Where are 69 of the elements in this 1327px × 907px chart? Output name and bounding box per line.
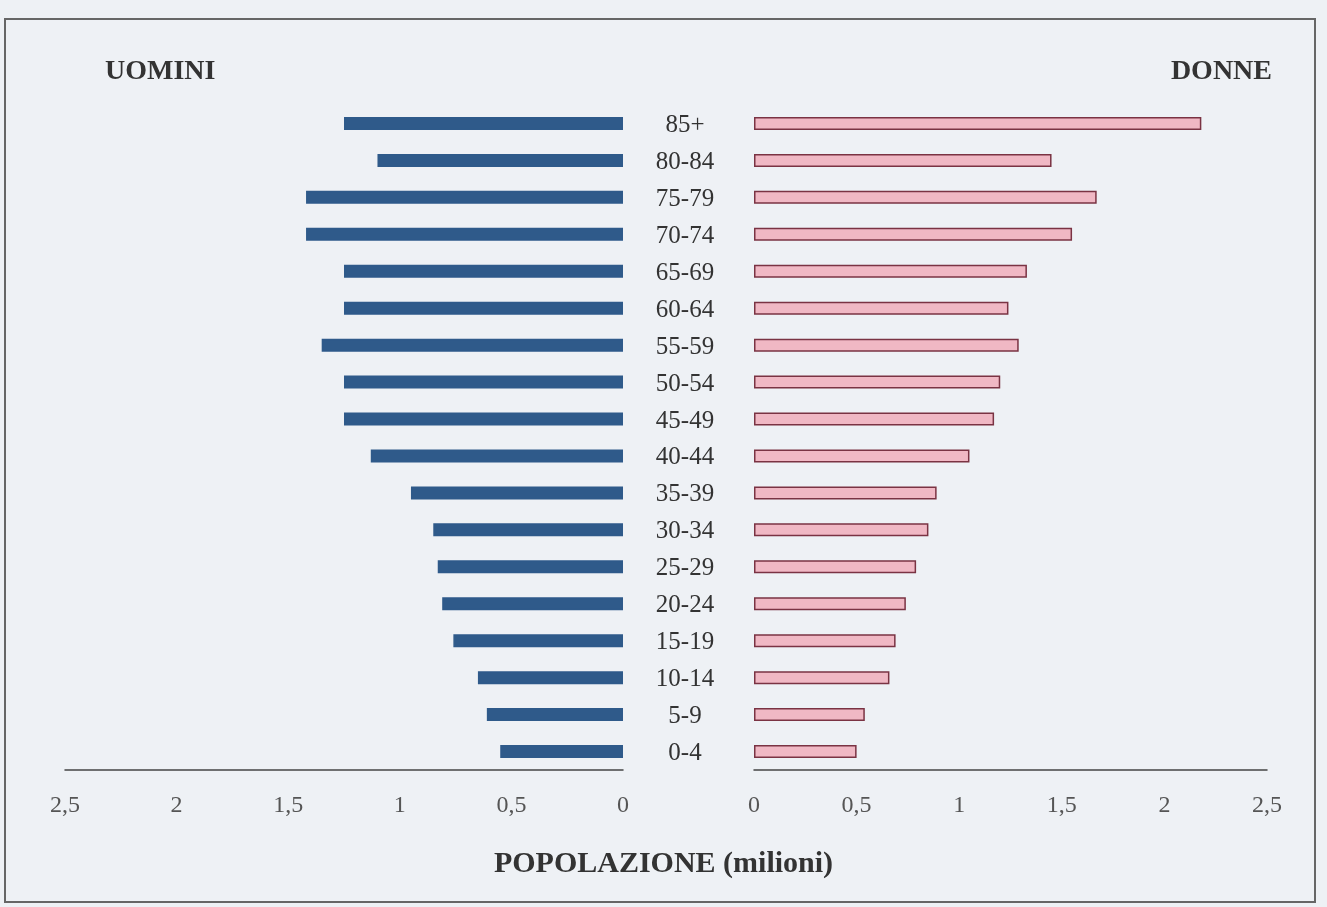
bar xyxy=(500,745,623,759)
bar xyxy=(754,597,906,611)
bar xyxy=(344,264,623,278)
y-tick-label: 85+ xyxy=(665,109,705,137)
bar xyxy=(377,153,623,167)
bar xyxy=(344,116,623,130)
bar xyxy=(754,449,970,463)
y-tick-label: 60-64 xyxy=(655,294,715,322)
bar xyxy=(754,671,890,685)
bar xyxy=(370,449,623,463)
bar xyxy=(754,745,857,759)
bar xyxy=(754,190,1097,204)
bar xyxy=(344,301,623,315)
bar xyxy=(754,301,1009,315)
y-tick-label: 15-19 xyxy=(655,627,715,655)
bar xyxy=(754,523,929,537)
x-tick-label: 1 xyxy=(393,791,406,817)
bar xyxy=(437,560,623,574)
bar xyxy=(410,486,623,500)
bar xyxy=(477,671,623,685)
y-tick-label: 70-74 xyxy=(655,220,715,248)
bar xyxy=(754,264,1027,278)
bar xyxy=(344,412,623,426)
x-tick-label: 2,5 xyxy=(50,791,80,817)
bar xyxy=(754,560,917,574)
x-tick-label: 0 xyxy=(748,791,760,817)
y-tick-label: 20-24 xyxy=(655,590,715,618)
y-tick-label: 50-54 xyxy=(655,368,715,396)
bar xyxy=(453,634,623,648)
x-tick-label: 1,5 xyxy=(1046,791,1077,817)
bar xyxy=(306,227,623,241)
bar xyxy=(442,597,623,611)
y-tick-label: 0-4 xyxy=(668,738,703,766)
x-tick-label: 1,5 xyxy=(273,791,304,817)
y-tick-label: 55-59 xyxy=(655,331,715,359)
y-tick-label: 30-34 xyxy=(655,516,715,544)
bar xyxy=(486,708,623,722)
bar xyxy=(433,523,623,537)
bar xyxy=(754,153,1052,167)
bar xyxy=(306,190,623,204)
x-tick-label: 0 xyxy=(617,791,629,817)
bar xyxy=(754,486,937,500)
y-tick-label: 5-9 xyxy=(668,701,702,729)
bar xyxy=(754,116,1202,130)
y-tick-label: 25-29 xyxy=(655,553,715,581)
x-tick-label: 0,5 xyxy=(841,791,872,817)
bar xyxy=(754,412,995,426)
y-tick-label: 45-49 xyxy=(655,405,715,433)
bar xyxy=(344,375,623,389)
chart-title: DONNE xyxy=(1170,53,1273,85)
y-tick-label: 40-44 xyxy=(655,442,715,470)
y-tick-label: 65-69 xyxy=(655,257,715,285)
bar xyxy=(754,375,1001,389)
y-tick-label: 10-14 xyxy=(655,664,715,692)
y-tick-label: 35-39 xyxy=(655,479,715,507)
x-tick-label: 2,5 xyxy=(1252,791,1282,817)
bar xyxy=(754,338,1019,352)
bar xyxy=(321,338,623,352)
chart-title: UOMINI xyxy=(105,53,216,85)
x-tick-label: 0,5 xyxy=(496,791,527,817)
bar xyxy=(754,708,865,722)
x-axis-title: POPOLAZIONE (milioni) xyxy=(492,845,835,879)
bar xyxy=(754,634,896,648)
y-tick-label: 80-84 xyxy=(655,146,715,174)
x-tick-label: 2 xyxy=(170,791,183,817)
y-tick-label: 75-79 xyxy=(655,183,715,211)
bar xyxy=(754,227,1073,241)
x-tick-label: 1 xyxy=(953,791,966,817)
x-tick-label: 2 xyxy=(1158,791,1171,817)
